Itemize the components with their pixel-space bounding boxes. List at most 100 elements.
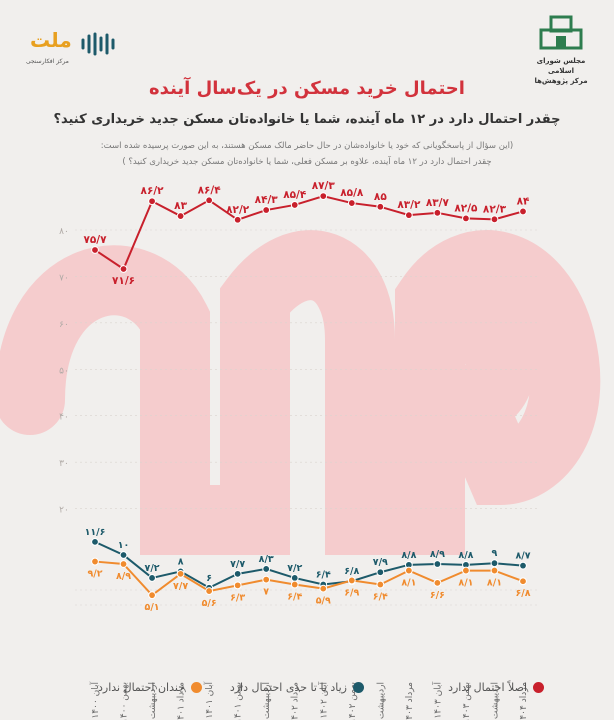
y-tick-label: ۲۰ [59, 506, 69, 516]
data-label-somewhat: ۱۰ [118, 540, 130, 551]
data-label-not_much: ۶/۴ [287, 592, 302, 603]
data-label-not_much: ۶/۴ [373, 592, 388, 603]
data-label-never: ۷۵/۷ [83, 234, 107, 246]
data-label-not_much: ۵/۱ [145, 602, 160, 613]
data-point-somewhat [119, 551, 128, 559]
data-point-somewhat [148, 574, 156, 582]
legend-item-never: اصلاً احتمال ندارد [448, 681, 544, 694]
data-label-somewhat: ۸/۹ [430, 549, 445, 560]
data-label-somewhat: ۷/۲ [145, 563, 160, 574]
data-point-not_much [91, 557, 99, 566]
data-point-never [490, 215, 499, 224]
data-label-somewhat: ۸/۸ [401, 550, 416, 561]
x-tick-label: مرداد ۱۴۰۲ [291, 682, 301, 720]
data-point-never [233, 215, 242, 224]
data-label-somewhat: ۷/۲ [287, 563, 302, 574]
data-point-not_much [148, 591, 156, 600]
parliament-research-logo: مجلس شورای اسلامی مرکز پژوهش‌ها [530, 12, 592, 86]
data-point-never [205, 196, 214, 205]
data-label-not_much: ۷/۷ [173, 581, 188, 592]
data-point-never [462, 214, 470, 223]
data-point-never [404, 211, 413, 220]
legend-item-somewhat: زیاد یا تا حدی احتمال دارد [230, 681, 364, 694]
data-point-not_much [462, 566, 470, 575]
data-label-somewhat: ۸/۷ [515, 551, 530, 562]
data-point-never [262, 206, 271, 214]
data-label-not_much: ۸/۹ [116, 571, 131, 582]
data-label-not_much: ۹/۲ [87, 569, 102, 580]
survey-question: چقدر احتمال دارد در ۱۲ ماه آینده، شما یا… [53, 112, 561, 127]
data-point-not_much [376, 580, 385, 589]
data-point-not_much [233, 581, 242, 590]
data-label-not_much: ۶/۹ [344, 587, 359, 598]
series-line-somewhat [94, 540, 524, 589]
data-point-never [519, 207, 527, 216]
data-point-never [319, 192, 328, 201]
data-label-somewhat: ۷/۷ [230, 559, 245, 570]
survey-note-line1: (این سؤال از پاسخگویانی که خود یا خانواد… [100, 141, 514, 151]
data-point-somewhat [262, 565, 271, 573]
y-tick-label: ۴۰ [59, 413, 69, 423]
data-label-not_much: ۵/۹ [316, 596, 331, 607]
data-label-not_much: ۸/۱ [458, 578, 473, 589]
data-point-not_much [347, 576, 356, 585]
data-point-not_much [262, 575, 271, 584]
data-label-somewhat: ۶ [206, 573, 212, 584]
legend-item-not-much: چندان احتمال ندارد [98, 681, 202, 694]
legend-label-somewhat: زیاد یا تا حدی احتمال دارد [229, 681, 347, 694]
data-label-never: ۸۵/۸ [340, 187, 364, 199]
data-point-somewhat [91, 537, 99, 546]
data-point-never [119, 265, 128, 273]
legend-label-not-much: چندان احتمال ندارد [97, 681, 185, 694]
logo-right-line2: مرکز پژوهش‌ها [534, 77, 588, 85]
data-label-not_much: ۶/۶ [430, 590, 445, 601]
x-tick-label: آبان ۱۴۰۳ [431, 682, 443, 719]
y-tick-label: ۳۰ [59, 459, 69, 469]
survey-note: (این سؤال از پاسخگویانی که خود یا خانواد… [70, 138, 544, 170]
x-tick-label: اردیبهشت ۱۴۰۱ [148, 682, 158, 720]
data-point-somewhat [233, 569, 242, 578]
data-label-somewhat: ۸/۸ [458, 550, 473, 561]
data-point-never [91, 246, 99, 254]
x-tick-label: مرداد ۱۴۰۱ [177, 682, 187, 720]
x-tick-label: مرداد ۱۴۰۳ [405, 682, 415, 720]
legend-swatch-somewhat [353, 682, 364, 693]
data-label-never: ۸۲/۵ [454, 202, 478, 214]
data-label-never: ۸۵/۴ [283, 189, 307, 201]
data-point-never [290, 201, 299, 209]
data-point-not_much [319, 584, 328, 593]
data-label-not_much: ۸/۱ [401, 578, 416, 589]
data-point-not_much [176, 569, 185, 578]
data-label-not_much: ۶/۳ [230, 592, 245, 603]
data-label-never: ۸۶/۴ [198, 184, 222, 196]
data-point-not_much [205, 587, 214, 595]
data-point-not_much [404, 566, 413, 575]
data-point-not_much [290, 580, 299, 589]
x-tick-label: آبان ۱۴۰۰ [89, 682, 101, 719]
data-label-somewhat: ۱۱/۶ [85, 527, 106, 538]
chart-title: احتمال خرید مسکن در یک‌سال آینده [149, 78, 465, 99]
logo-right-line1: مجلس شورای اسلامی [536, 57, 586, 75]
data-point-not_much [433, 578, 442, 587]
data-point-not_much [519, 577, 527, 586]
x-tick-label: بهمن ۱۴۰۰ [120, 682, 130, 720]
data-label-never: ۸۲/۳ [483, 203, 507, 215]
data-label-somewhat: ۸/۳ [259, 554, 274, 565]
data-label-somewhat: ۷/۹ [373, 557, 388, 568]
data-label-not_much: ۸/۱ [487, 578, 502, 589]
x-tick-label: بهمن ۱۴۰۲ [348, 682, 358, 720]
x-tick-label: بهمن ۱۴۰۱ [234, 682, 244, 720]
data-point-never [376, 202, 385, 211]
data-label-never: ۷۱/۶ [112, 275, 135, 287]
data-label-never: ۸۴/۳ [255, 194, 279, 206]
data-point-somewhat [519, 561, 527, 570]
x-tick-label: اردیبهشت ۱۴۰۲ [262, 682, 272, 720]
data-label-somewhat: ۶/۸ [344, 566, 359, 577]
series-line-not_much [94, 560, 524, 597]
data-label-never: ۸۷/۳ [312, 180, 336, 192]
data-point-never [347, 199, 356, 207]
data-label-never: ۸۶/۲ [141, 185, 165, 197]
logo-left-name: ملت [30, 28, 72, 52]
x-tick-label: آبان ۱۴۰۱ [203, 682, 215, 719]
